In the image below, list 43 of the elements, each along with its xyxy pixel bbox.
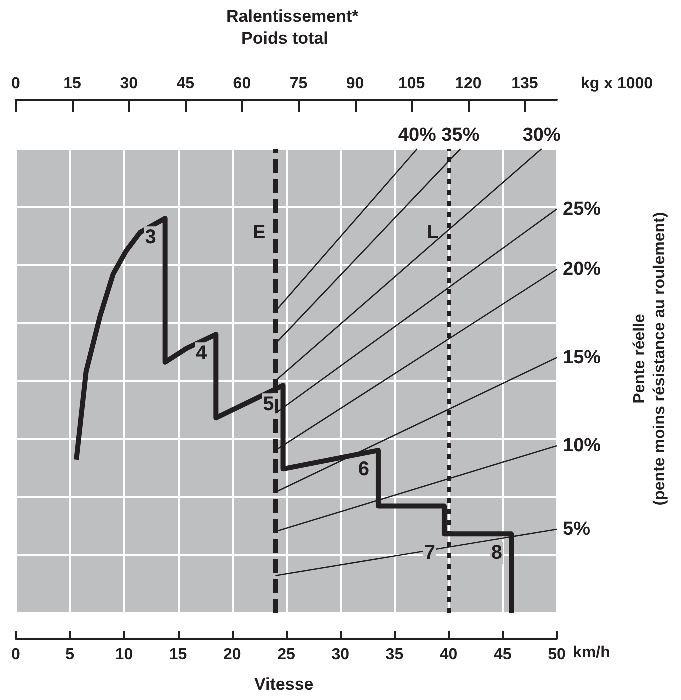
annotation: 3 [145,226,156,249]
x-tick-label: 20 [224,646,242,664]
series-label: 10% [563,435,602,456]
series-label: 30% [522,125,561,146]
y-axis-title: Pente réelle (pente moins résistance au roulement) [632,212,668,506]
x-tick-label: 45 [494,646,512,664]
series-label: 15% [563,347,602,368]
series-label: 40% [398,125,437,146]
series-label: 25% [563,198,602,220]
annotation: 6 [358,458,370,481]
x-tick-label: 35 [386,646,404,664]
chart-title: Ralentissement* [226,7,360,26]
ref-line-label: L [427,222,440,244]
x-tick-label: 5 [66,646,75,664]
series-label: 20% [563,259,602,280]
x-tick-label: 40 [440,646,458,664]
x2-tick-label: 60 [233,76,252,92]
text: km/h [573,644,610,662]
x-tick-label: 15 [169,646,188,664]
ref-line-label: E [252,222,266,244]
series-label: 35% [442,125,480,146]
text: kg x 1000 [581,76,654,92]
annotation: 4 [196,342,208,365]
x-tick-label: 0 [12,646,21,664]
x2-tick-label: 0 [12,76,21,92]
x-axis-title: Vitesse [254,675,314,694]
annotation: 5 [263,394,274,416]
x2-axis-title: Poids total [242,29,328,48]
x2-tick-label: 90 [346,76,364,92]
annotation: 8 [491,542,503,564]
x-tick-label: 50 [548,646,566,664]
x2-tick-label: 45 [176,76,195,92]
x-tick-label: 25 [278,646,296,664]
x2-tick-label: 105 [398,76,426,92]
x2-tick-label: 15 [64,76,82,92]
series-label: 5% [563,518,591,540]
x2-tick-label: 120 [455,76,482,92]
x-tick-label: 30 [332,646,350,664]
x-tick-label: 10 [115,646,134,664]
x2-tick-label: 75 [290,76,308,92]
x2-tick-label: 30 [120,76,138,92]
x2-tick-label: 135 [512,76,538,92]
annotation: 7 [424,542,436,564]
